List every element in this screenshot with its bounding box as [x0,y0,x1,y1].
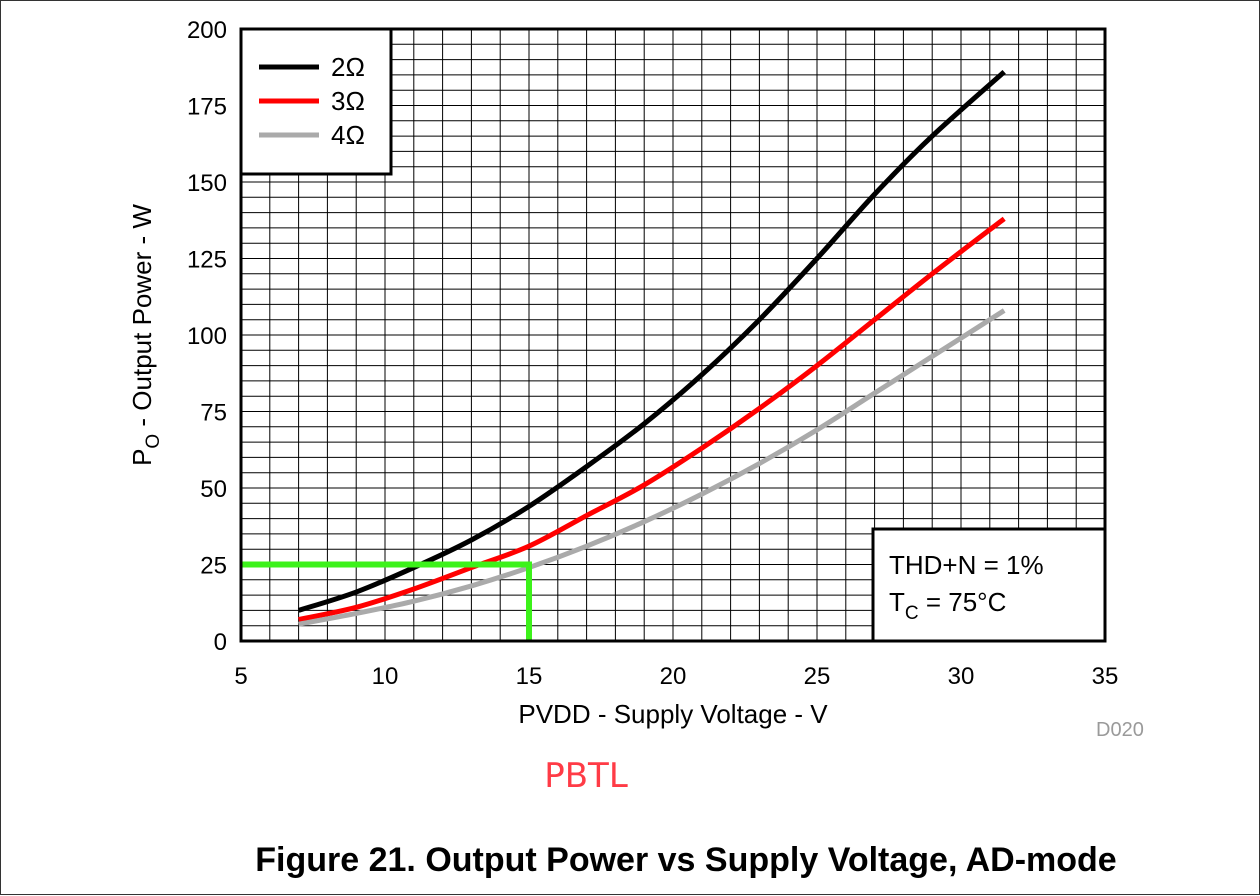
x-tick-label: 20 [660,663,687,690]
x-tick-label: 5 [234,663,247,690]
x-tick-label: 25 [804,663,831,690]
conditions-frame [871,527,1107,643]
legend-label: 3Ω [331,86,365,116]
y-tick-label: 25 [200,553,227,580]
tc-text: TC = 75°C [889,587,1006,624]
y-axis-title: PO - Output Power - W [127,204,164,466]
legend: 2Ω 3Ω 4Ω [239,27,393,176]
tick-labels: 5 10 15 20 25 30 35 0 25 50 75 100 125 150 175 200 [187,17,1118,690]
y-tick-label: 100 [187,323,227,350]
plot-border [239,27,1107,643]
figure-code: D020 [1096,719,1144,741]
x-tick-label: 35 [1092,663,1119,690]
y-tick-label: 200 [187,17,227,44]
legend-label: 4Ω [331,120,365,150]
y-tick-label: 175 [187,94,227,121]
x-tick-label: 10 [372,663,399,690]
legend-label: 2Ω [331,52,365,82]
pbtl-annotation: PBTL [544,756,628,796]
y-tick-label: 75 [200,400,227,427]
x-tick-label: 15 [516,663,543,690]
figure-caption: Figure 21. Output Power vs Supply Voltag… [255,841,1116,879]
x-tick-label: 30 [948,663,975,690]
y-tick-label: 0 [214,629,227,656]
series-line-1 [298,216,1006,623]
y-tick-label: 125 [187,247,227,274]
thd-text: THD+N = 1% [889,550,1044,580]
y-tick-label: 150 [187,170,227,197]
conditions-box: THD+N = 1% TC = 75°C [871,527,1107,643]
series-line-2 [298,308,1006,627]
x-axis-title: PVDD - Supply Voltage - V [518,699,828,729]
y-tick-label: 50 [200,476,227,503]
operating-point-marker [241,561,532,641]
series-layer [241,69,1006,641]
